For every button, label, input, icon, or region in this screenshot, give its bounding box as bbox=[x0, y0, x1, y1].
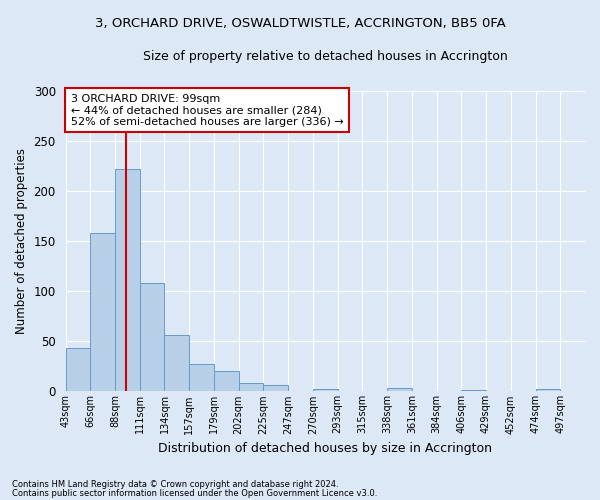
Title: Size of property relative to detached houses in Accrington: Size of property relative to detached ho… bbox=[143, 50, 508, 63]
Y-axis label: Number of detached properties: Number of detached properties bbox=[15, 148, 28, 334]
Bar bbox=[263, 386, 288, 392]
Bar bbox=[164, 335, 189, 392]
Bar bbox=[115, 169, 140, 392]
Bar bbox=[239, 384, 263, 392]
Bar bbox=[90, 233, 115, 392]
Text: Contains public sector information licensed under the Open Government Licence v3: Contains public sector information licen… bbox=[12, 489, 377, 498]
Bar bbox=[189, 364, 214, 392]
Text: Contains HM Land Registry data © Crown copyright and database right 2024.: Contains HM Land Registry data © Crown c… bbox=[12, 480, 338, 489]
Bar bbox=[214, 372, 239, 392]
Bar bbox=[387, 388, 412, 392]
Bar bbox=[461, 390, 486, 392]
Bar bbox=[313, 390, 338, 392]
Text: 3, ORCHARD DRIVE, OSWALDTWISTLE, ACCRINGTON, BB5 0FA: 3, ORCHARD DRIVE, OSWALDTWISTLE, ACCRING… bbox=[95, 18, 505, 30]
Bar bbox=[536, 390, 560, 392]
Bar bbox=[140, 283, 164, 392]
Bar bbox=[65, 348, 90, 392]
X-axis label: Distribution of detached houses by size in Accrington: Distribution of detached houses by size … bbox=[158, 442, 492, 455]
Text: 3 ORCHARD DRIVE: 99sqm
← 44% of detached houses are smaller (284)
52% of semi-de: 3 ORCHARD DRIVE: 99sqm ← 44% of detached… bbox=[71, 94, 343, 127]
